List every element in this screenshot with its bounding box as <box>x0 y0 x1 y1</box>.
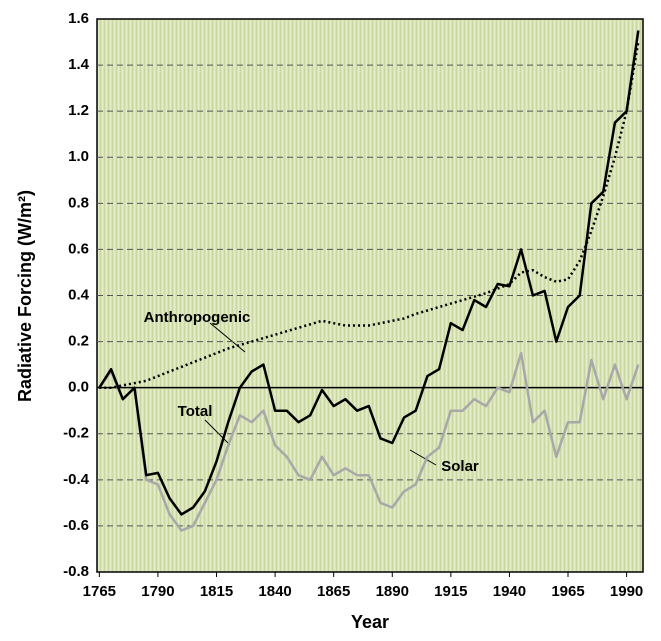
y-tick-label: 0.6 <box>68 240 89 257</box>
annotation: Anthropogenic <box>144 309 251 326</box>
leader-line <box>409 449 437 466</box>
x-tick-label: 1865 <box>317 583 350 600</box>
series-line <box>98 30 640 516</box>
leader-line <box>204 419 231 446</box>
x-tick-label: 1915 <box>434 583 467 600</box>
y-tick-label: 0.4 <box>68 286 90 303</box>
y-tick-label: -0.2 <box>63 425 89 442</box>
series-line <box>98 351 640 532</box>
y-tick-label: 1.4 <box>68 56 90 73</box>
y-tick-label: 0.0 <box>68 379 89 396</box>
y-tick-label: -0.4 <box>63 471 90 488</box>
x-tick-label: 1765 <box>83 583 116 600</box>
y-tick-label: 0.8 <box>68 194 89 211</box>
y-tick-label: -0.8 <box>63 563 89 580</box>
y-tick-label: 1.2 <box>68 102 89 119</box>
leader-line <box>209 322 246 353</box>
x-tick-label: 1990 <box>610 583 643 600</box>
x-tick-label: 1815 <box>200 583 233 600</box>
x-axis-label: Year <box>351 612 389 632</box>
x-tick-label: 1965 <box>551 583 584 600</box>
x-tick-label: 1790 <box>141 583 174 600</box>
y-tick-label: -0.6 <box>63 517 89 534</box>
y-tick-label: 0.2 <box>68 333 89 350</box>
annotation: Solar <box>441 458 479 475</box>
x-tick-label: 1890 <box>376 583 409 600</box>
y-tick-label: 1.6 <box>68 10 89 27</box>
series-line <box>99 41 640 389</box>
annotation: Total <box>178 403 213 420</box>
x-tick-label: 1840 <box>258 583 291 600</box>
x-tick-label: 1940 <box>493 583 526 600</box>
y-axis-label: Radiative Forcing (W/m²) <box>15 190 35 402</box>
y-tick-label: 1.0 <box>68 148 89 165</box>
